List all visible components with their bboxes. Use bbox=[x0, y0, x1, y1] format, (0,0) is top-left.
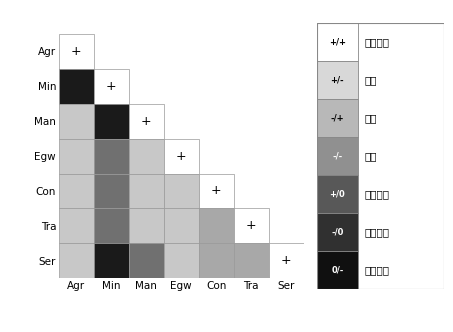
Text: +: + bbox=[211, 185, 222, 198]
Bar bbox=[234, 208, 269, 243]
Bar bbox=[94, 174, 129, 208]
Bar bbox=[164, 208, 199, 243]
Bar bbox=[59, 208, 94, 243]
Text: +: + bbox=[106, 80, 116, 93]
Bar bbox=[94, 243, 129, 278]
Text: +: + bbox=[176, 149, 187, 163]
Text: -/0: -/0 bbox=[331, 227, 343, 236]
Bar bbox=[59, 69, 94, 104]
Bar bbox=[317, 61, 358, 99]
Text: +: + bbox=[71, 45, 82, 58]
Bar bbox=[164, 138, 199, 174]
Text: +: + bbox=[141, 115, 152, 127]
Text: +: + bbox=[246, 219, 256, 232]
Bar bbox=[269, 243, 304, 278]
Text: +/0: +/0 bbox=[329, 190, 345, 199]
Bar bbox=[234, 243, 269, 278]
Bar bbox=[317, 99, 358, 137]
Text: 控制: 控制 bbox=[364, 113, 376, 123]
Bar bbox=[129, 138, 164, 174]
Bar bbox=[94, 138, 129, 174]
Bar bbox=[94, 69, 129, 104]
Text: +: + bbox=[281, 254, 291, 267]
Bar bbox=[59, 34, 94, 69]
Bar bbox=[199, 208, 234, 243]
Bar bbox=[94, 208, 129, 243]
Bar bbox=[129, 174, 164, 208]
Text: -/+: -/+ bbox=[331, 114, 344, 123]
Bar bbox=[317, 175, 358, 213]
Bar bbox=[164, 174, 199, 208]
Bar bbox=[94, 104, 129, 138]
Text: -/-: -/- bbox=[332, 151, 342, 161]
Bar bbox=[317, 251, 358, 289]
Text: 无害共生: 无害共生 bbox=[364, 265, 389, 275]
Text: 掠夺: 掠夺 bbox=[364, 75, 376, 85]
Bar bbox=[199, 243, 234, 278]
Text: 0/-: 0/- bbox=[331, 265, 343, 274]
Bar bbox=[317, 213, 358, 251]
Bar bbox=[59, 138, 94, 174]
Bar bbox=[199, 174, 234, 208]
Bar bbox=[59, 174, 94, 208]
Text: +/+: +/+ bbox=[329, 38, 346, 47]
Bar bbox=[129, 208, 164, 243]
Text: +/-: +/- bbox=[331, 76, 344, 85]
Text: 互利共生: 互利共生 bbox=[364, 37, 389, 47]
Bar bbox=[59, 104, 94, 138]
Bar bbox=[317, 137, 358, 175]
Bar bbox=[164, 243, 199, 278]
Bar bbox=[129, 104, 164, 138]
Bar bbox=[317, 23, 358, 61]
Bar bbox=[129, 243, 164, 278]
Bar bbox=[59, 243, 94, 278]
Text: 竞争: 竞争 bbox=[364, 151, 376, 161]
Text: 偏利共生: 偏利共生 bbox=[364, 189, 389, 199]
Text: 偏害寄生: 偏害寄生 bbox=[364, 227, 389, 237]
